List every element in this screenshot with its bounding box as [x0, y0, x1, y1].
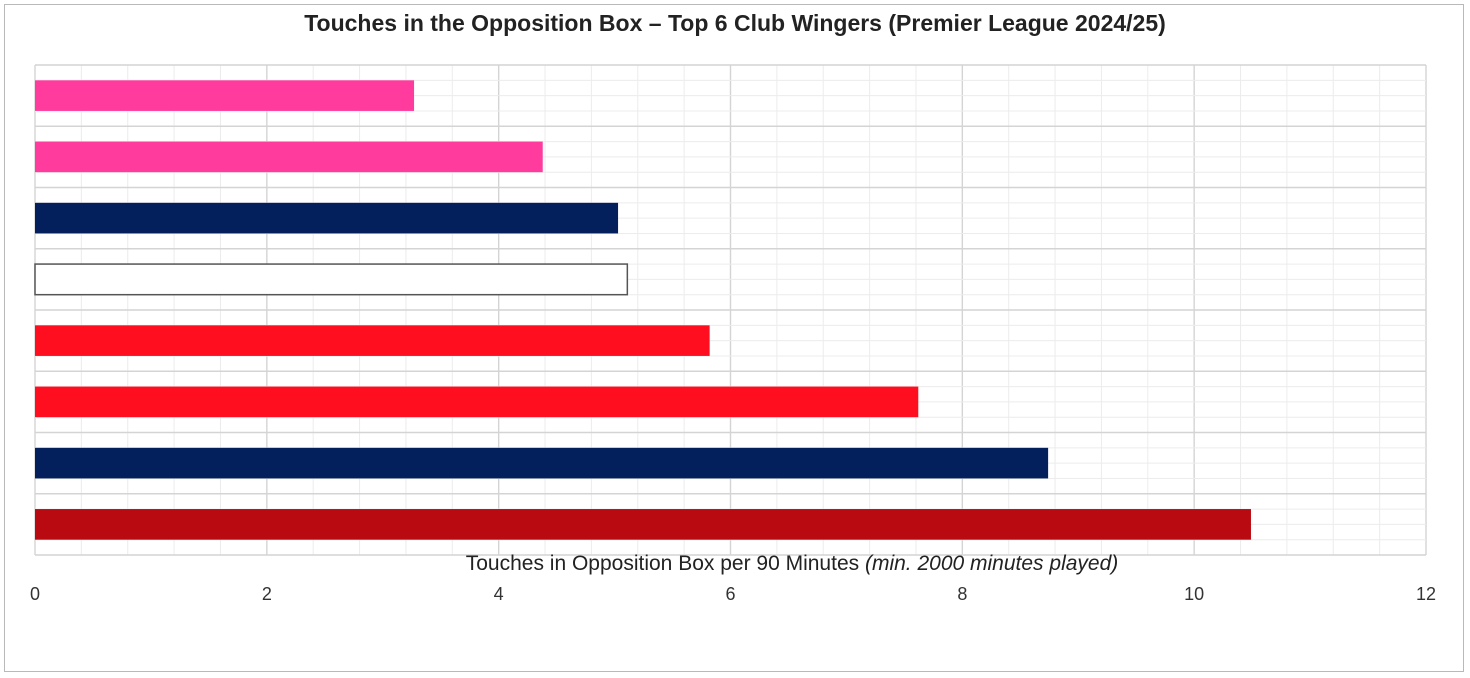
bar — [35, 141, 543, 173]
chart-title: Touches in the Opposition Box – Top 6 Cl… — [304, 10, 1166, 36]
bar — [35, 386, 919, 418]
bar — [35, 509, 1251, 540]
x-tick-label: 0 — [30, 584, 40, 604]
bar — [35, 202, 619, 234]
x-tick-label: 6 — [725, 584, 735, 604]
x-tick-label: 10 — [1184, 584, 1204, 604]
grid-lines — [34, 64, 1427, 556]
x-tick-label: 2 — [262, 584, 272, 604]
x-tick-label: 8 — [957, 584, 967, 604]
bar — [35, 447, 1049, 479]
bars — [34, 80, 1251, 540]
x-axis-label: Touches in Opposition Box per 90 Minutes… — [466, 552, 1119, 575]
x-axis-label-note: (min. 2000 minutes played) — [865, 552, 1118, 575]
bar — [35, 325, 710, 356]
x-tick-label: 12 — [1416, 584, 1436, 604]
bar — [35, 80, 415, 111]
x-axis-ticks: 0 2 4 6 8 10 12 — [30, 584, 1436, 604]
x-tick-label: 4 — [494, 584, 504, 604]
x-axis-label-main: Touches in Opposition Box per 90 Minutes — [466, 552, 865, 575]
bar — [34, 263, 629, 296]
